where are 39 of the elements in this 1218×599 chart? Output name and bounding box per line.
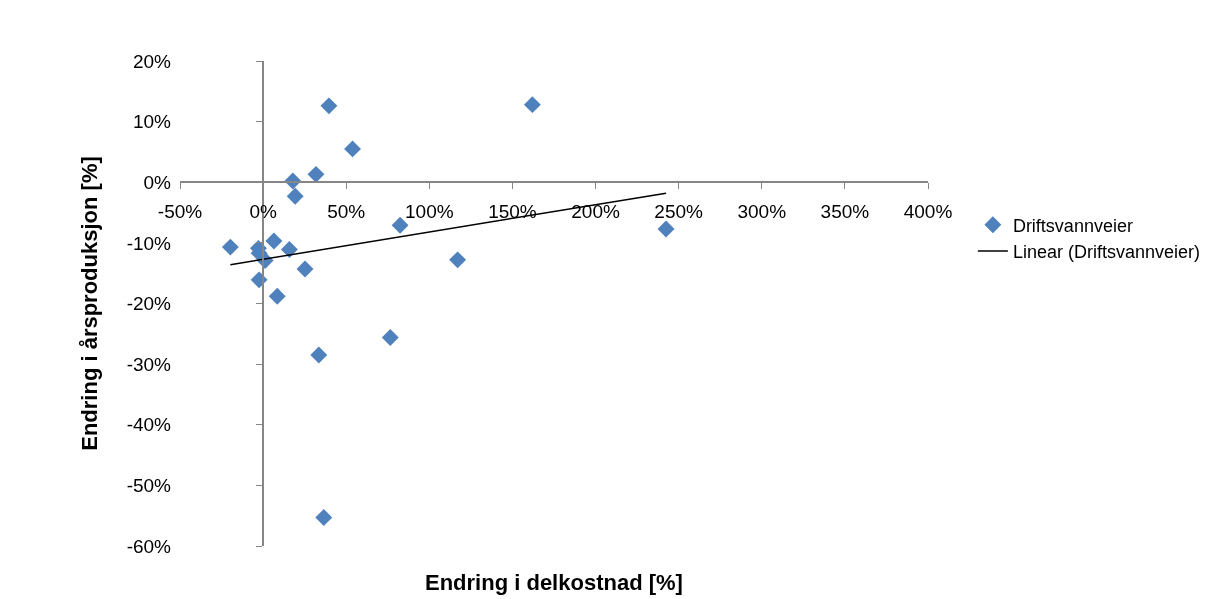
point [381, 329, 399, 346]
legend-label: Driftsvannveier [1012, 215, 1133, 236]
point [657, 220, 675, 238]
y-tick-label: 20% [132, 50, 172, 72]
point [449, 251, 467, 269]
x-tick-label: 400% [903, 200, 953, 222]
point [310, 346, 328, 364]
y-tick-label: -40% [126, 414, 172, 436]
y-tick-label: -10% [126, 232, 172, 254]
y-tick-label: -60% [126, 535, 172, 557]
point [320, 97, 338, 115]
point [344, 140, 361, 158]
x-axis-title: Endring i delkostnad [%] [425, 570, 683, 595]
y-axis-title: Endring i årsproduksjon [%] [77, 156, 103, 451]
point [315, 509, 333, 526]
point [268, 287, 286, 305]
x-tick-label: 150% [488, 200, 537, 222]
point [391, 216, 409, 234]
y-tick-label: -30% [126, 353, 172, 375]
point [307, 165, 325, 183]
point [286, 187, 304, 205]
point [221, 238, 239, 256]
x-tick-label: 100% [405, 200, 454, 222]
y-tick-label: 0% [143, 171, 172, 193]
y-tick-label: -20% [126, 293, 172, 315]
x-tick-label: 200% [571, 200, 620, 222]
x-tick-label: 50% [327, 200, 366, 222]
x-tick-label: 350% [820, 200, 870, 222]
point [523, 96, 541, 114]
x-tick-label: 300% [737, 200, 787, 222]
y-tick-label: -50% [126, 475, 172, 497]
x-tick-label: 0% [249, 200, 277, 222]
x-tick-label: -50% [157, 200, 203, 222]
point [280, 241, 298, 258]
point [296, 260, 314, 278]
x-tick-label: 250% [654, 200, 704, 222]
y-tick-label: 10% [132, 111, 172, 133]
point [265, 232, 283, 250]
legend-label: Linear (Driftsvannveier) [1012, 242, 1200, 263]
